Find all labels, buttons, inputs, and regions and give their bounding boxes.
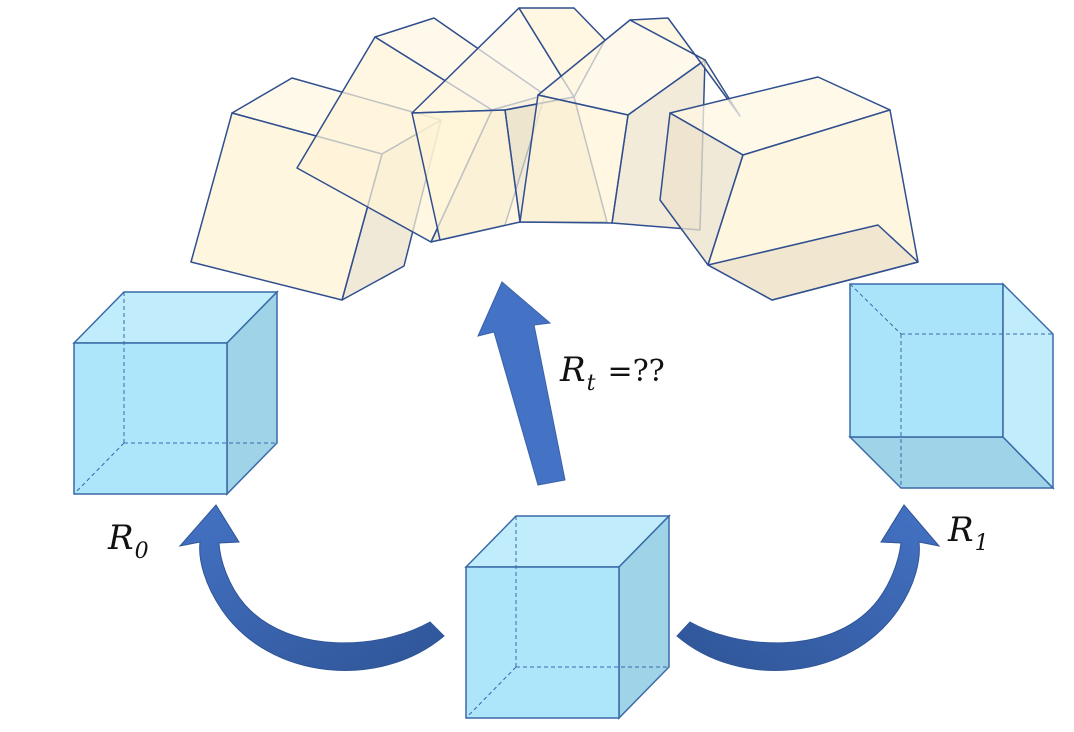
label-rt: Rt =??: [560, 350, 665, 396]
label-r1-subscript: 1: [974, 531, 989, 556]
cube-source: [464, 514, 671, 720]
label-rt-query: =??: [607, 354, 665, 389]
curved-arrow-left-icon: [178, 504, 445, 671]
curved-arrow-right-icon: [676, 504, 941, 671]
up-arrow-icon: [477, 281, 566, 486]
label-r0-subscript: 0: [134, 539, 149, 564]
label-r1-symbol: R: [948, 510, 974, 550]
cube-r1: [848, 282, 1055, 490]
label-r1: R1: [948, 510, 989, 556]
interpolated-cube: [659, 76, 919, 301]
label-r0: R0: [108, 518, 149, 564]
interpolated-cubes: [190, 7, 919, 301]
label-r0-symbol: R: [108, 518, 134, 558]
label-rt-subscript: t: [586, 371, 596, 396]
label-rt-symbol: R: [560, 350, 586, 390]
cube-r0: [72, 290, 279, 496]
